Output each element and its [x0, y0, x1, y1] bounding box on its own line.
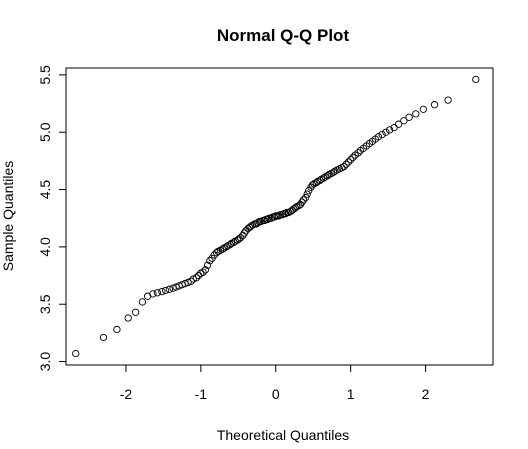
data-point [153, 289, 162, 297]
x-tick-label: -2 [120, 386, 133, 402]
data-point [430, 101, 439, 109]
data-point [276, 211, 284, 219]
data-point [340, 162, 348, 171]
data-point [201, 266, 209, 274]
x-tick-label: 1 [347, 386, 355, 402]
data-point [412, 110, 420, 118]
data-point [302, 193, 310, 202]
data-point [400, 117, 408, 125]
data-point [329, 168, 338, 177]
data-point [240, 229, 248, 237]
data-point [218, 245, 227, 253]
data-point [203, 261, 212, 269]
data-point [382, 128, 390, 136]
x-tick-label: 2 [422, 386, 430, 402]
data-point [230, 238, 238, 246]
y-axis: 3.0 3.5 4.0 4.5 5.0 5.5 [37, 65, 67, 372]
data-point [199, 268, 207, 276]
data-point [158, 287, 166, 296]
y-tick-label: 3.0 [37, 352, 53, 372]
data-point [378, 130, 386, 139]
data-point [291, 204, 299, 212]
data-point [206, 256, 214, 265]
data-point [226, 240, 234, 249]
data-point [394, 120, 403, 128]
data-point [113, 325, 121, 334]
y-tick-label: 4.5 [37, 180, 53, 200]
data-point [138, 298, 147, 306]
data-point [192, 274, 200, 282]
data-point [320, 174, 328, 182]
data-point [342, 160, 350, 168]
data-point [194, 271, 203, 280]
data-point [212, 248, 221, 257]
data-point [165, 285, 174, 293]
data-point [299, 196, 308, 204]
x-tick-label: 0 [272, 386, 280, 402]
data-point [99, 333, 108, 342]
data-point [308, 181, 317, 189]
data-point [149, 290, 157, 298]
data-point [296, 200, 305, 209]
data-point [354, 149, 362, 157]
data-point [349, 153, 357, 162]
data-point [222, 243, 230, 251]
y-axis-label: Sample Quantiles [0, 161, 16, 272]
y-tick-label: 3.5 [37, 294, 53, 314]
data-point [316, 176, 324, 185]
data-point [323, 172, 332, 180]
data-points [72, 75, 480, 358]
x-axis-label: Theoretical Quantiles [217, 427, 349, 443]
data-point [312, 179, 320, 187]
data-point [236, 234, 245, 242]
data-point [419, 105, 427, 113]
x-axis: -2 -1 0 1 2 [120, 364, 430, 402]
data-point [347, 156, 355, 164]
data-point [132, 308, 140, 316]
data-point [444, 96, 452, 104]
data-point [161, 286, 170, 295]
y-tick-label: 5.0 [37, 122, 53, 142]
x-tick-label: -1 [195, 386, 208, 402]
data-point [187, 277, 195, 285]
chart-title: Normal Q-Q Plot [217, 26, 350, 45]
data-point [390, 123, 398, 132]
data-point [124, 314, 132, 322]
data-point [472, 75, 480, 84]
data-point [405, 113, 413, 121]
data-point [265, 214, 273, 222]
data-point [374, 133, 383, 141]
data-point [303, 190, 311, 198]
y-tick-label: 4.0 [37, 237, 53, 257]
data-point [298, 198, 306, 206]
data-point [385, 126, 394, 134]
data-point [72, 349, 80, 358]
data-point [344, 158, 353, 166]
y-tick-label: 5.5 [37, 65, 53, 85]
